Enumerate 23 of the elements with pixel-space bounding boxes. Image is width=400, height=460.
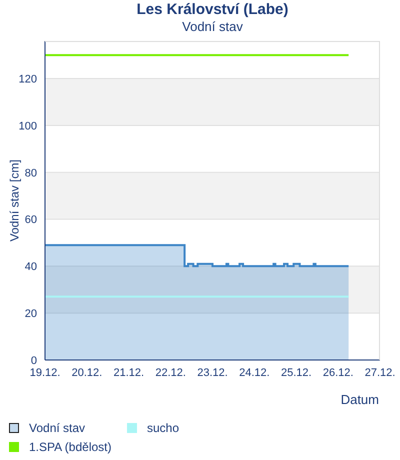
y-tick-label: 60: [24, 214, 37, 226]
x-tick-label: 26.12.: [322, 366, 354, 379]
x-tick-label: 19.12.: [30, 366, 60, 379]
x-axis-title: Datum: [340, 392, 379, 407]
y-tick-label: 80: [24, 167, 37, 180]
legend-label: Vodní stav: [29, 420, 86, 434]
x-tick-label: 27.12.: [364, 366, 396, 379]
y-tick-label: 20: [24, 308, 37, 320]
y-tick-label: 100: [18, 120, 37, 132]
x-tick-label: 24.12.: [239, 366, 270, 379]
legend-label: sucho: [147, 420, 180, 434]
x-tick-label: 23.12.: [197, 366, 228, 379]
y-tick-label: 40: [24, 261, 37, 274]
x-tick-label: 25.12.: [280, 366, 312, 379]
legend-label: 1.SPA (bdělost): [29, 440, 112, 454]
x-tick-label: 22.12.: [155, 366, 186, 379]
x-tick-label: 20.12.: [72, 366, 102, 379]
chart-title: Les Království (Labe): [136, 1, 290, 18]
x-tick-label: 21.12.: [113, 366, 144, 379]
y-tick-label: 0: [30, 354, 37, 367]
chart-subtitle: Vodní stav: [181, 19, 244, 34]
y-tick-label: 120: [18, 73, 37, 86]
y-axis-title: Vodní stav [cm]: [7, 159, 22, 242]
